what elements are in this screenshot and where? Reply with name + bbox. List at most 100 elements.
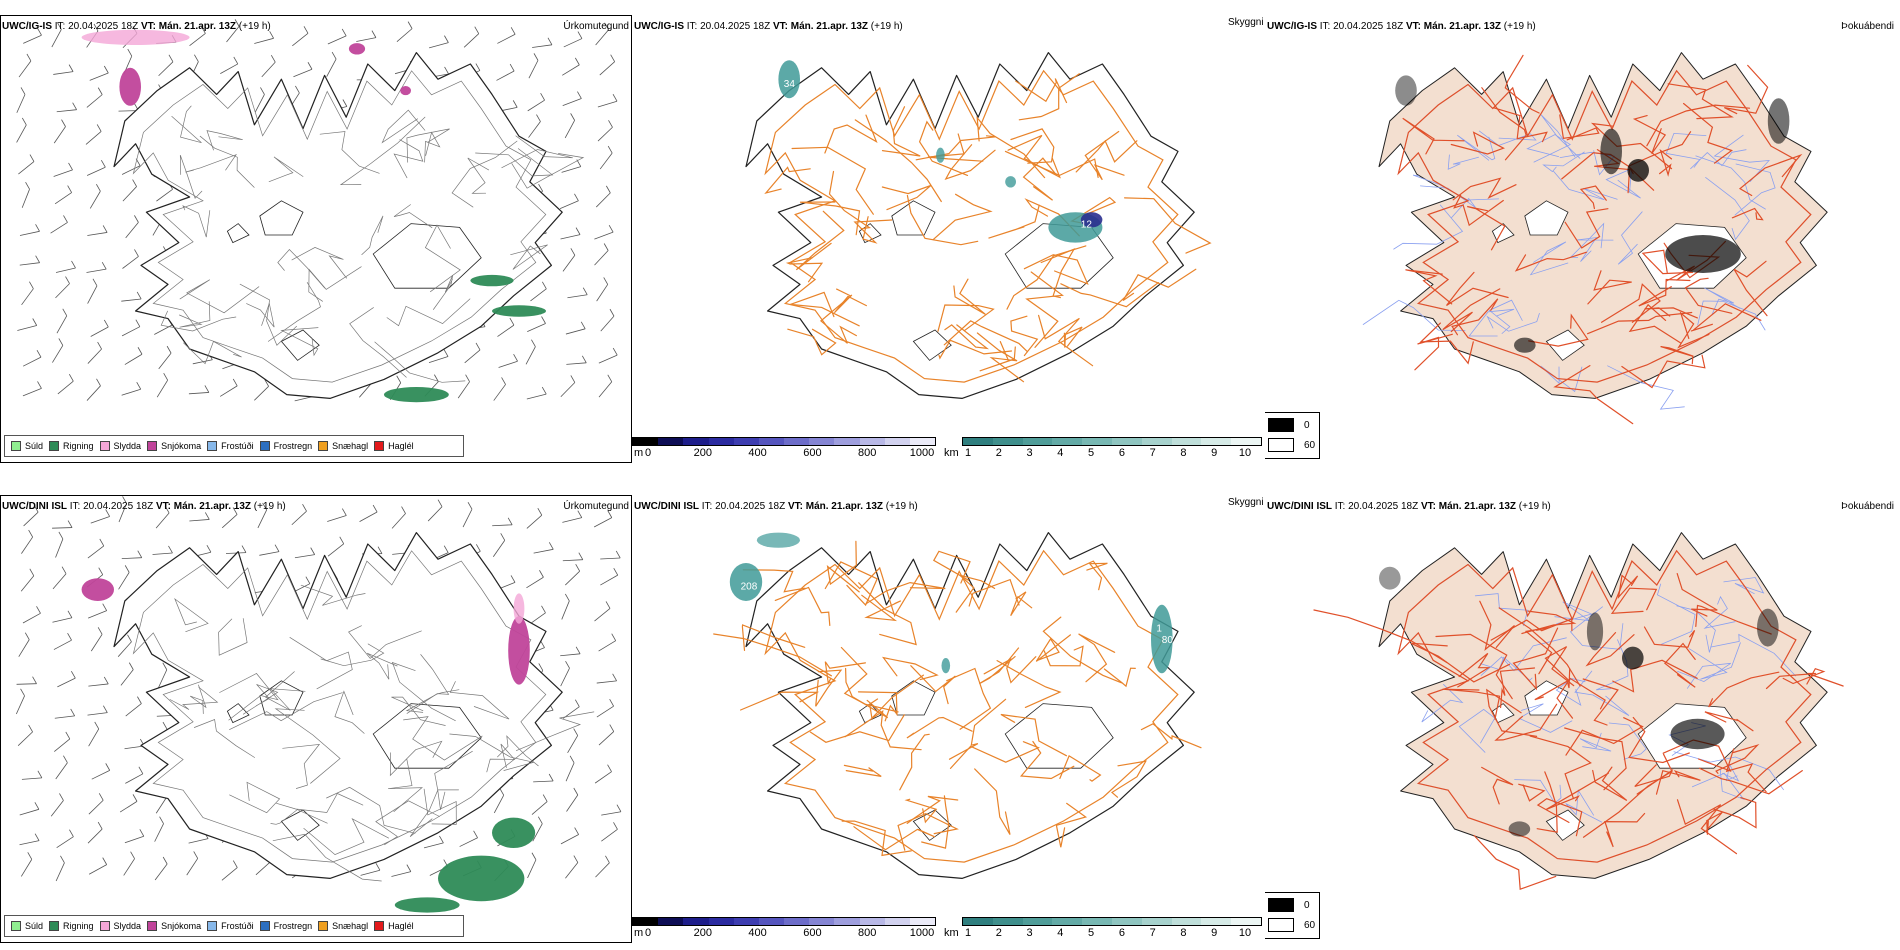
legend-label: Haglél [388, 441, 414, 451]
wind-barb [498, 360, 518, 368]
wind-barb [88, 728, 100, 747]
ring-road [132, 550, 547, 863]
wind-barb-flag [37, 770, 43, 779]
low-visibility-area [1005, 176, 1016, 188]
wind-barb-flag [475, 63, 481, 71]
network-line [388, 758, 423, 812]
wind-barb-flag [232, 860, 238, 868]
network-line [795, 210, 845, 271]
glacier-outline [858, 703, 882, 724]
wind-barb [121, 326, 141, 337]
network-line [381, 109, 426, 144]
wind-barb [22, 388, 42, 397]
glacier-outline [912, 329, 952, 361]
wind-barb [254, 37, 274, 44]
network-line [1713, 134, 1770, 182]
wind-barb [457, 381, 470, 399]
wind-barb [561, 600, 570, 620]
wind-barb [261, 61, 276, 78]
colorbar-tick: 9 [1211, 447, 1218, 459]
wind-barb [396, 28, 413, 42]
wind-barb-flag [32, 676, 37, 684]
wind-barb-flag [105, 509, 110, 517]
network-line [1656, 583, 1696, 645]
colorbar-tick: 4 [1057, 927, 1064, 939]
wind-barb [121, 165, 141, 175]
wind-barb [88, 864, 107, 875]
network-line [1559, 114, 1600, 141]
wind-barb-flag [103, 319, 109, 328]
visibility-unit: km [944, 447, 959, 459]
network-line [809, 714, 905, 743]
wind-barb [464, 349, 481, 364]
network-line [1467, 205, 1506, 251]
colorbar-segment [909, 918, 936, 925]
wind-barb [493, 795, 505, 814]
wind-barb [55, 267, 76, 273]
network-line [409, 789, 459, 837]
network-line [1576, 237, 1614, 262]
network-line [1452, 177, 1517, 201]
network-line [1492, 107, 1548, 143]
wind-barb-flag [58, 338, 64, 346]
legend-swatch [207, 921, 218, 931]
network-line [976, 332, 1025, 383]
wind-barb-flag [96, 184, 101, 192]
map-value-label: 80 [1162, 635, 1174, 646]
network-line [272, 833, 382, 882]
wind-barb-flag [541, 281, 547, 289]
wind-barb [86, 166, 106, 176]
wind-barb-flag [475, 544, 481, 552]
wind-barb [527, 99, 545, 112]
wind-barb [560, 653, 581, 657]
wind-barb-flag [377, 546, 383, 554]
legend-label: Slydda [113, 921, 142, 931]
wind-barb-flag [295, 85, 300, 94]
network-line [219, 673, 279, 721]
fog-high-label: 0 [1304, 419, 1310, 431]
network-line [1554, 601, 1593, 625]
wind-barb-flag [206, 545, 212, 553]
colorbar-tick: 1000 [909, 927, 935, 939]
wind-barb-flag [168, 545, 173, 554]
wind-barb-flag [163, 372, 169, 381]
network-line [1612, 659, 1698, 693]
network-line [1690, 303, 1762, 332]
wind-barb [87, 348, 102, 364]
wind-barb-flag [577, 510, 583, 518]
wind-barb-flag [260, 87, 265, 95]
network-line [1529, 241, 1569, 276]
network-line [1457, 134, 1496, 161]
wind-barb [52, 617, 73, 623]
network-line [1060, 282, 1159, 308]
wind-barb-flag [564, 593, 570, 602]
network-line [949, 741, 1040, 769]
wind-barb-flag [540, 640, 545, 648]
network-line [189, 684, 207, 714]
colorbar-segment [909, 438, 936, 445]
legend-label: Súld [25, 921, 44, 931]
wind-barb-flag [60, 855, 65, 864]
network-line [1481, 766, 1514, 805]
colorbar-segment [1111, 438, 1142, 445]
wind-barb-flag [233, 56, 239, 65]
wind-barb-flag [537, 816, 543, 824]
network-line [881, 656, 939, 681]
wind-barb [90, 634, 103, 652]
wind-barb-flag [29, 154, 35, 162]
network-line [1479, 656, 1533, 681]
network-line [978, 647, 1020, 685]
wind-barb [54, 738, 71, 752]
network-line [1458, 708, 1496, 753]
map-value-label: 1 [1156, 623, 1162, 634]
network-line [932, 193, 993, 241]
network-line [944, 324, 990, 350]
colorbar-segment [1201, 918, 1232, 925]
network-line [391, 696, 446, 726]
wind-barb-flag [71, 260, 76, 269]
colorbar-segment [658, 918, 684, 925]
legend-item: Súld [11, 441, 43, 451]
network-line [910, 665, 956, 705]
wind-barb [125, 703, 142, 717]
wind-barb-flag [548, 542, 554, 550]
